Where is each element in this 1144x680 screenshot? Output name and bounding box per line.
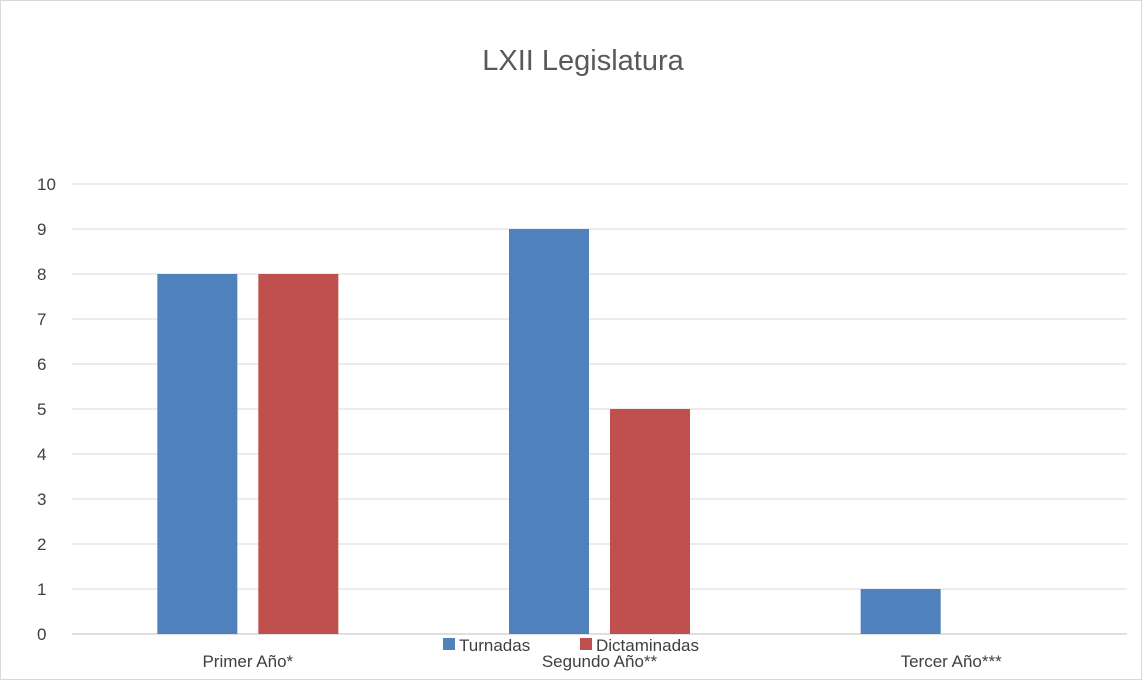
y-tick-label: 0 [37, 625, 46, 644]
bar-turnadas-0 [157, 274, 238, 634]
y-tick-label: 8 [37, 265, 46, 284]
legend-label-turnadas: Turnadas [459, 636, 530, 655]
bar-turnadas-1 [509, 229, 589, 634]
x-category-label: Segundo Año** [542, 652, 658, 671]
bars [157, 229, 941, 634]
legend: Turnadas Dictaminadas [443, 636, 699, 655]
chart-title: LXII Legislatura [482, 45, 684, 77]
y-tick-label: 10 [37, 175, 56, 194]
y-tick-label: 1 [37, 580, 46, 599]
x-category-label: Tercer Año*** [901, 652, 1002, 671]
y-tick-label: 4 [37, 445, 46, 464]
y-axis-ticks: 0 1 2 3 4 5 6 7 8 9 10 [37, 175, 56, 644]
x-category-label: Primer Año* [202, 652, 293, 671]
y-tick-label: 3 [37, 490, 46, 509]
bar-dictaminadas-1 [610, 409, 690, 634]
legend-swatch-dictaminadas [580, 638, 592, 650]
y-tick-label: 6 [37, 355, 46, 374]
gridlines [72, 183, 1127, 635]
y-tick-label: 9 [37, 220, 46, 239]
y-tick-label: 7 [37, 310, 46, 329]
x-axis-categories: Primer Año* Segundo Año** Tercer Año*** [202, 652, 1002, 671]
legend-label-dictaminadas: Dictaminadas [596, 636, 699, 655]
legend-swatch-turnadas [443, 638, 455, 650]
bar-dictaminadas-0 [258, 274, 339, 634]
y-tick-label: 5 [37, 400, 46, 419]
bar-turnadas-2 [860, 589, 941, 634]
y-tick-label: 2 [37, 535, 46, 554]
